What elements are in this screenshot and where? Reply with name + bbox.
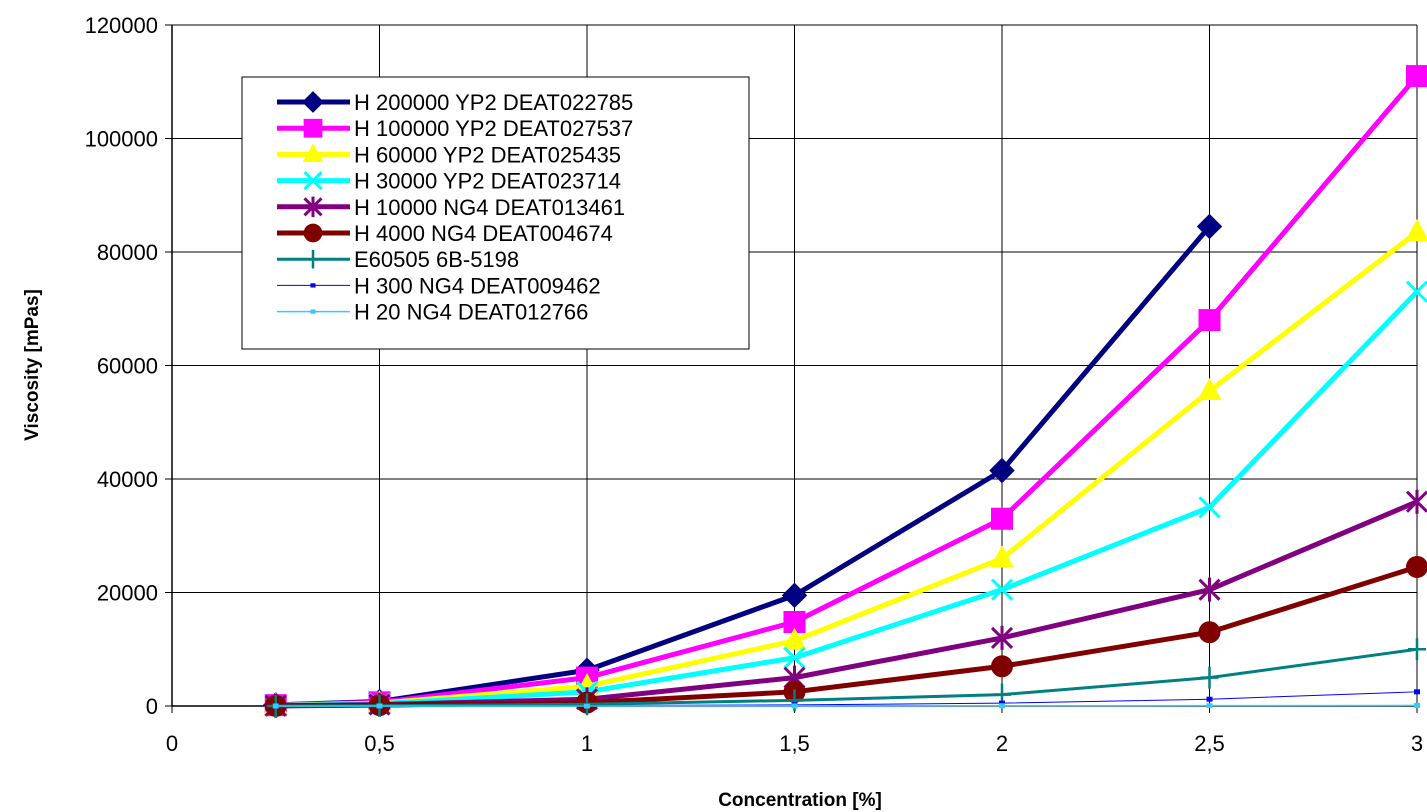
- marker-square: [303, 118, 323, 138]
- marker-dash: [310, 309, 316, 314]
- series-line: [275, 289, 1419, 709]
- x-tick-label: 2,5: [1194, 731, 1225, 756]
- marker-circle: [1406, 555, 1427, 578]
- marker-square: [1198, 309, 1221, 332]
- y-tick-label: 80000: [97, 240, 158, 265]
- marker-diamond: [302, 91, 324, 113]
- x-tick-label: 2: [996, 731, 1008, 756]
- x-tick-label: 1: [581, 731, 593, 756]
- legend-item: H 10000 NG4 DEAT013461: [277, 195, 625, 220]
- x-tick-label: 3: [1411, 731, 1423, 756]
- marker-triangle: [782, 627, 807, 650]
- marker-diamond: [781, 582, 808, 609]
- legend-label: H 100000 YP2 DEAT027537: [354, 116, 633, 141]
- marker-dash: [584, 703, 590, 709]
- marker-x: [783, 646, 806, 669]
- marker-dash: [376, 703, 383, 709]
- legend-label: H 300 NG4 DEAT009462: [354, 273, 601, 298]
- series-line: [275, 704, 1418, 707]
- legend-label: H 200000 YP2 DEAT022785: [354, 90, 633, 115]
- marker-plus: [1200, 666, 1219, 689]
- y-axis-title: Viscosity [mPas]: [22, 289, 43, 441]
- marker-x: [303, 171, 323, 191]
- x-tick-label: 0,5: [364, 731, 395, 756]
- marker-star: [303, 196, 323, 217]
- marker-dash: [310, 283, 316, 288]
- marker-star: [1405, 489, 1427, 514]
- legend-label: H 20 NG4 DEAT012766: [354, 300, 588, 325]
- marker-triangle: [1197, 378, 1222, 401]
- marker-triangle: [302, 143, 324, 163]
- legend-item: H 4000 NG4 DEAT004674: [277, 221, 613, 246]
- marker-triangle: [1405, 219, 1427, 242]
- legend-label: E60505 6B-5198: [354, 247, 519, 272]
- marker-plus: [1408, 638, 1426, 661]
- y-tick-label: 0: [146, 694, 158, 719]
- legend-item: H 200000 YP2 DEAT022785: [277, 90, 633, 115]
- marker-circle: [1198, 621, 1221, 644]
- marker-x: [990, 578, 1014, 601]
- legend-item: H 20 NG4 DEAT012766: [277, 300, 588, 325]
- marker-dash: [1206, 696, 1213, 702]
- series-9: [272, 702, 1420, 709]
- marker-diamond: [989, 457, 1015, 484]
- legend-item: H 30000 YP2 DEAT023714: [277, 169, 621, 194]
- y-tick-label: 60000: [97, 354, 158, 379]
- legend-item: H 100000 YP2 DEAT027537: [277, 116, 633, 141]
- marker-dash: [791, 703, 798, 709]
- legend-label: H 30000 YP2 DEAT023714: [354, 169, 621, 194]
- legend-label: H 60000 YP2 DEAT025435: [354, 142, 621, 167]
- marker-dash: [1414, 702, 1420, 708]
- marker-dash: [999, 700, 1005, 706]
- series-line: [275, 499, 1418, 709]
- x-tick-label: 0: [166, 731, 178, 756]
- legend-item: E60505 6B-5198: [277, 247, 519, 272]
- series-layer: [263, 65, 1427, 718]
- marker-square: [1406, 65, 1427, 88]
- y-tick-label: 120000: [85, 13, 158, 38]
- marker-x: [1405, 280, 1427, 303]
- marker-star: [1198, 577, 1221, 602]
- marker-plus: [305, 249, 321, 269]
- series-line: [275, 564, 1418, 709]
- marker-dash: [1206, 703, 1213, 709]
- marker-diamond: [1196, 213, 1223, 240]
- marker-dash: [272, 703, 279, 709]
- y-tick-label: 40000: [97, 467, 158, 492]
- marker-dash: [999, 703, 1005, 709]
- marker-circle: [303, 223, 323, 243]
- marker-dash: [1414, 689, 1420, 695]
- legend-box: [241, 76, 750, 350]
- legend-label: H 4000 NG4 DEAT004674: [354, 221, 613, 246]
- x-axis-title: Concentration [%]: [718, 790, 882, 811]
- marker-circle: [991, 655, 1013, 678]
- marker-triangle: [990, 545, 1014, 568]
- y-tick-label: 20000: [97, 581, 158, 606]
- marker-star: [990, 625, 1014, 650]
- legend-label: H 10000 NG4 DEAT013461: [354, 195, 625, 220]
- x-tick-label: 1,5: [779, 731, 810, 756]
- y-tick-label: 100000: [85, 127, 158, 152]
- marker-square: [783, 611, 806, 634]
- legend-item: H 60000 YP2 DEAT025435: [277, 142, 621, 167]
- marker-square: [991, 507, 1013, 530]
- marker-x: [1198, 496, 1221, 519]
- legend-item: H 300 NG4 DEAT009462: [277, 273, 601, 298]
